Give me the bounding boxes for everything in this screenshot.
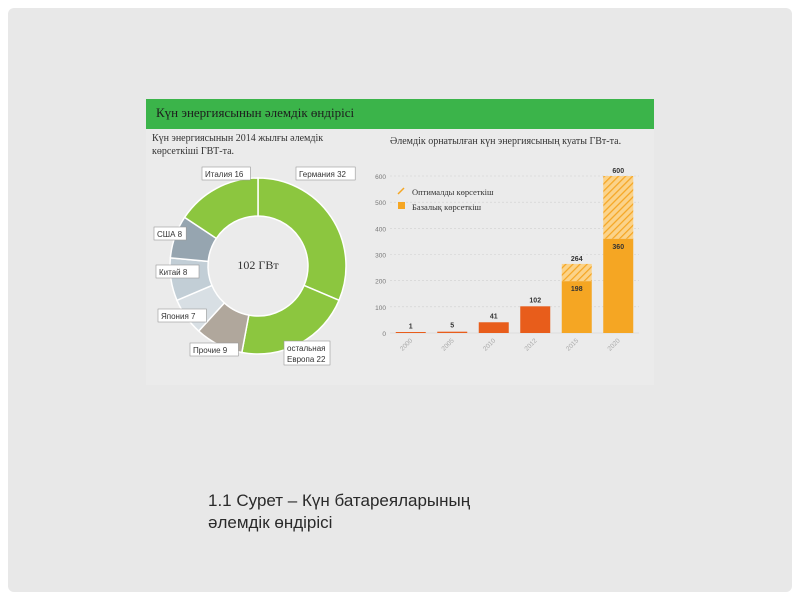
bar-xtick-2010: 2010 [482,337,497,352]
donut-label-6: Италия 16 [205,170,244,179]
bar-optimal-2020 [603,176,634,239]
donut-label-box-4 [155,264,200,279]
donut-label-box-2 [189,342,239,357]
donut-label-0: Германия 32 [299,170,347,179]
figure-banner: Күн энергиясынын әлемдік өндірісі [146,99,654,129]
donut-label-3: Япония 7 [161,312,196,321]
donut-label-box-0 [295,166,356,181]
figure-banner-title: Күн энергиясынын әлемдік өндірісі [156,105,355,120]
donut-label-2: Прочие 9 [193,346,228,355]
bar-ytick-3: 300 [375,253,386,260]
donut-label-box-1 [283,340,331,366]
figure-panel: Күн энергиясынын әлемдік өндірісі Күн эн… [146,99,654,385]
donut-label-1-1: Европа 22 [287,355,326,364]
bar-xtick-2000: 2000 [399,337,414,352]
bar-ytick-2: 200 [375,279,386,286]
caption-line-2: әлемдік өндірісі [208,513,333,532]
donut-label-box-3 [157,308,207,323]
bar-ytick-0: 0 [382,331,386,338]
bar-base-2005 [437,331,468,333]
bar-xtick-2020: 2020 [606,337,621,352]
bar-ytick-4: 400 [375,226,386,233]
legend-optimal-icon [397,187,405,195]
legend-base-icon [398,202,405,209]
bar-label-base-2020: 360 [612,244,624,251]
bar-chart-title: Әлемдік орнатылған күн энергиясының куат… [390,136,622,147]
donut-chart-title: Күн энергиясынын 2014 жылғы әлемдік көрс… [152,133,324,157]
bar-label-base-2015: 198 [571,286,583,293]
caption-line-1: 1.1 Сурет – Күн батареяларының [208,491,471,510]
donut-label-box-6 [201,166,251,181]
bar-ytick-5: 500 [375,200,386,207]
bar-label-2012: 102 [529,297,541,304]
donut-chart: 102 ГВт Германия 32 остальная Европа 22 Про… [153,166,356,366]
bar-ytick-1: 100 [375,305,386,312]
figure-caption: 1.1 Сурет – Күн батареяларының әлемдік ө… [208,490,470,534]
bar-xtick-2005: 2005 [440,337,455,352]
bar-base-2000 [395,332,426,333]
bar-base-2020 [603,238,634,333]
bar-base-2010 [478,322,509,333]
donut-label-box-5 [153,226,187,241]
donut-center-label: 102 ГВт [237,258,279,272]
donut-slice-6 [183,177,259,240]
bar-ytick-6: 600 [375,174,386,181]
donut-label-1-0: остальная [287,344,326,353]
bar-xtick-2015: 2015 [565,337,580,352]
bar-optimal-2015 [561,263,592,282]
bar-label-2005: 5 [450,323,454,330]
bar-base-2015 [561,281,592,333]
donut-label-5: США 8 [157,230,183,239]
bar-label-2010: 41 [490,313,498,320]
bar-chart: 0 100 200 300 400 500 600 1 2000 5 2005 41 2010 102 2… [375,168,639,353]
bar-base-2012 [520,306,551,333]
donut-label-4: Китай 8 [159,268,188,277]
bar-xtick-2012: 2012 [523,337,538,352]
legend-optimal-label: Оптималды көрсеткіш [412,187,494,197]
bar-label-optimal-2020: 600 [612,168,624,175]
legend-base-label: Базалық көрсеткіш [412,202,482,212]
bar-label-optimal-2015: 264 [571,256,583,263]
bar-label-2000: 1 [409,324,413,331]
donut-slice-0 [257,177,347,302]
